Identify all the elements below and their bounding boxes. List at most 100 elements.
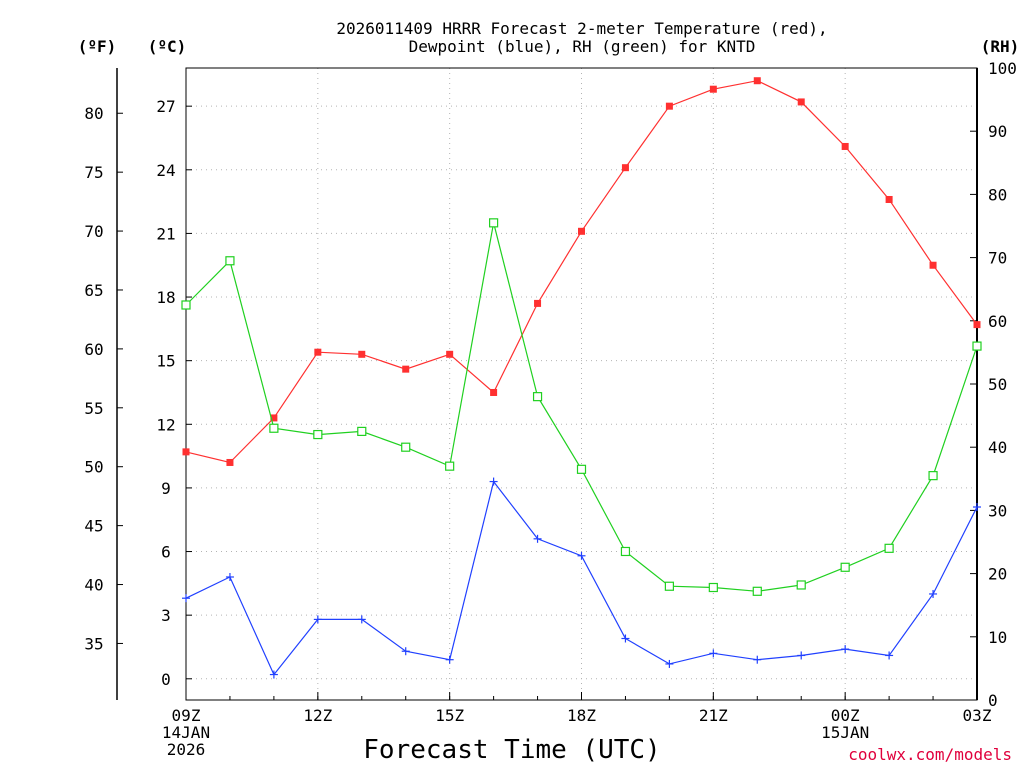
data-point-marker [401, 647, 410, 656]
celsius-tick-label: 18 [156, 288, 175, 307]
fahrenheit-tick-label: 45 [84, 517, 103, 536]
data-point-marker [358, 350, 366, 358]
tick-labels: 0 3 6 9 12 15 18 21 24 27 35 40 45 50 55 60 65 70 75 80 0 10 2… [84, 59, 1017, 759]
chart-title-line1: 2026011409 HRRR Forecast 2-meter Tempera… [336, 19, 827, 38]
x-axis-title: Forecast Time (UTC) [363, 735, 660, 765]
series-2-meter-temperature [182, 77, 981, 466]
data-point-marker [840, 562, 850, 572]
celsius-tick-label: 24 [156, 161, 175, 180]
rh-tick-label: 50 [988, 375, 1007, 394]
fahrenheit-tick-label: 60 [84, 340, 103, 359]
x-tick-label: 14JAN [162, 723, 210, 742]
data-point-marker [445, 655, 454, 664]
axes [116, 67, 978, 701]
rh-tick-label: 90 [988, 122, 1007, 141]
data-point-marker [885, 651, 894, 660]
x-tick-label: 12Z [303, 706, 332, 725]
data-point-marker [665, 102, 673, 110]
celsius-tick-label: 0 [161, 670, 171, 689]
data-point-marker [621, 634, 630, 643]
x-tick-label: 09Z [172, 706, 201, 725]
data-point-marker [534, 299, 542, 307]
fahrenheit-tick-label: 65 [84, 281, 103, 300]
rh-tick-label: 70 [988, 249, 1007, 268]
data-point-marker [225, 572, 234, 581]
data-point-marker [533, 534, 542, 543]
data-point-marker [314, 348, 322, 356]
data-point-marker [708, 582, 718, 593]
fahrenheit-tick-label: 70 [84, 222, 103, 241]
data-point-marker [709, 649, 718, 658]
celsius-tick-label: 9 [161, 479, 171, 498]
data-point-marker [796, 580, 806, 590]
celsius-tick-label: 27 [156, 97, 175, 116]
x-tick-label: 03Z [963, 706, 992, 725]
data-point-marker [928, 471, 938, 481]
unit-rh-label: (RH) [981, 37, 1020, 56]
data-point-marker [270, 414, 278, 422]
data-point-marker [665, 659, 674, 668]
x-tick-label: 2026 [167, 740, 206, 759]
data-point-marker [532, 392, 543, 402]
data-point-marker [797, 651, 806, 660]
data-point-marker [181, 300, 191, 310]
data-point-marker [797, 98, 805, 106]
data-point-marker [489, 218, 499, 228]
rh-tick-label: 0 [988, 691, 998, 710]
data-point-marker [225, 256, 235, 266]
data-point-marker [753, 77, 761, 85]
data-point-marker [972, 341, 982, 351]
data-point-marker [577, 551, 586, 560]
celsius-tick-label: 3 [161, 606, 171, 625]
fahrenheit-tick-label: 40 [84, 576, 103, 595]
rh-tick-label: 100 [988, 59, 1017, 78]
data-point-marker [357, 615, 366, 624]
data-point-marker [709, 85, 717, 93]
celsius-tick-label: 15 [156, 352, 175, 371]
data-point-marker [841, 645, 850, 654]
data-point-marker [578, 227, 585, 235]
celsius-tick-label: 6 [161, 543, 171, 562]
data-point-marker [489, 477, 498, 486]
data-point-marker [752, 586, 762, 596]
data-point-marker [576, 464, 587, 474]
data-point-marker [885, 195, 893, 203]
unit-celsius-label: (ºC) [148, 37, 187, 56]
fahrenheit-tick-label: 80 [84, 104, 103, 123]
fahrenheit-tick-label: 35 [84, 634, 103, 653]
data-point-marker [182, 448, 190, 456]
series-rh [181, 218, 982, 596]
data-point-marker [269, 670, 278, 679]
x-tick-label: 00Z [831, 706, 860, 725]
data-point-marker [753, 655, 762, 664]
data-point-marker [313, 429, 323, 440]
fahrenheit-tick-label: 75 [84, 163, 103, 182]
data-point-marker [182, 594, 190, 603]
data-point-marker [973, 321, 981, 329]
data-point-marker [973, 503, 981, 512]
data-point-marker [313, 615, 322, 624]
data-point-marker [226, 458, 234, 466]
rh-tick-label: 60 [988, 312, 1007, 331]
data-point-marker [929, 261, 937, 269]
x-tick-label: 15JAN [821, 723, 869, 742]
rh-tick-label: 40 [988, 438, 1007, 457]
data-point-marker [841, 142, 849, 150]
data-point-marker [929, 589, 938, 598]
data-point-marker [490, 388, 498, 396]
data-point-marker [621, 164, 629, 172]
data-point-marker [664, 581, 674, 591]
data-point-marker [446, 350, 454, 358]
series-line [185, 80, 978, 464]
series-layer [181, 77, 982, 679]
x-tick-label: 18Z [567, 706, 596, 725]
fahrenheit-tick-label: 50 [84, 458, 103, 477]
celsius-tick-label: 12 [156, 415, 175, 434]
data-point-marker [445, 461, 455, 471]
rh-tick-label: 80 [988, 185, 1007, 204]
unit-fahrenheit-label: (ºF) [78, 37, 117, 56]
chart-title-line2: Dewpoint (blue), RH (green) for KNTD [409, 37, 756, 56]
rh-tick-label: 20 [988, 565, 1007, 584]
